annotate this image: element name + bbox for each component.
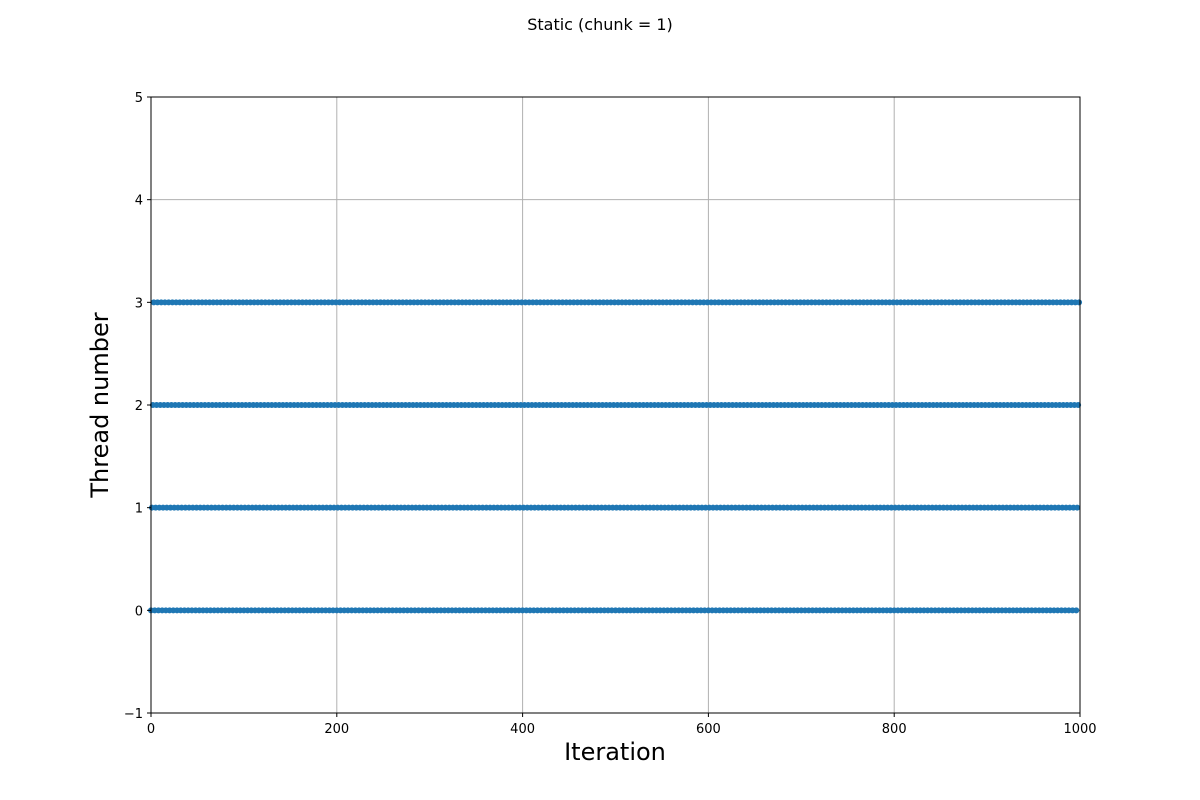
y-tick-label: 4 [135,194,143,209]
x-tick-label: 400 [510,722,535,737]
x-tick-label: 0 [147,722,155,737]
y-tick-label: −1 [124,707,143,722]
thread-3-series [150,299,1083,306]
chart-title: Static (chunk = 1) [527,15,673,34]
x-tick-label: 600 [696,722,721,737]
y-tick-label: 1 [135,502,143,517]
y-tick-label: 2 [135,399,143,414]
data-points [148,299,1083,614]
thread-2-series [149,402,1082,408]
x-axis-label: Iteration [564,738,666,766]
y-tick-label: 3 [135,296,143,311]
y-tick-label: 0 [135,604,143,619]
y-axis-ticks: −1 0 1 2 3 4 5 [124,91,151,722]
thread-0-series [148,607,1080,614]
x-tick-label: 800 [882,722,907,737]
x-tick-label: 1000 [1063,722,1096,737]
x-tick-label: 200 [324,722,349,737]
y-tick-label: 5 [135,91,143,106]
data-point [1074,504,1081,511]
data-point [1076,299,1083,306]
x-axis-ticks: 0 200 400 600 800 1000 [147,713,1097,737]
thread-1-series [148,504,1081,511]
y-axis-label: Thread number [86,312,114,498]
data-point [1073,607,1080,614]
